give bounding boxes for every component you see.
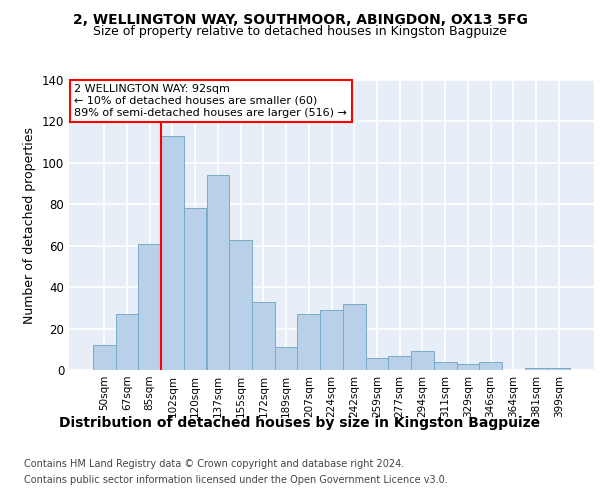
Bar	[388, 356, 411, 370]
Bar	[479, 362, 502, 370]
Text: Contains HM Land Registry data © Crown copyright and database right 2024.: Contains HM Land Registry data © Crown c…	[24, 459, 404, 469]
Bar	[298, 314, 320, 370]
Bar	[116, 314, 139, 370]
Y-axis label: Number of detached properties: Number of detached properties	[23, 126, 36, 324]
Text: Contains public sector information licensed under the Open Government Licence v3: Contains public sector information licen…	[24, 475, 448, 485]
Bar	[161, 136, 184, 370]
Bar	[457, 364, 479, 370]
Bar	[252, 302, 275, 370]
Text: Distribution of detached houses by size in Kingston Bagpuize: Distribution of detached houses by size …	[59, 416, 541, 430]
Bar	[343, 304, 365, 370]
Bar	[320, 310, 343, 370]
Text: 2, WELLINGTON WAY, SOUTHMOOR, ABINGDON, OX13 5FG: 2, WELLINGTON WAY, SOUTHMOOR, ABINGDON, …	[73, 12, 527, 26]
Bar	[139, 244, 161, 370]
Bar	[275, 347, 298, 370]
Bar	[434, 362, 457, 370]
Text: Size of property relative to detached houses in Kingston Bagpuize: Size of property relative to detached ho…	[93, 25, 507, 38]
Text: 2 WELLINGTON WAY: 92sqm
← 10% of detached houses are smaller (60)
89% of semi-de: 2 WELLINGTON WAY: 92sqm ← 10% of detache…	[74, 84, 347, 117]
Bar	[524, 368, 547, 370]
Bar	[365, 358, 388, 370]
Bar	[411, 352, 434, 370]
Bar	[229, 240, 252, 370]
Bar	[206, 176, 229, 370]
Bar	[547, 368, 570, 370]
Bar	[184, 208, 206, 370]
Bar	[93, 345, 116, 370]
